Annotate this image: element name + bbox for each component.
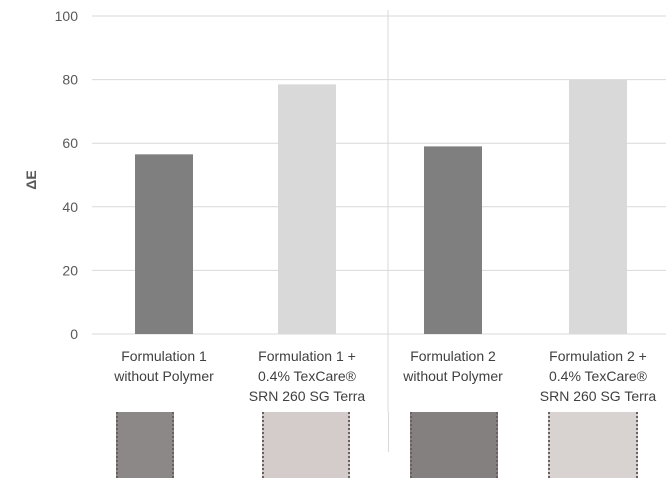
group-divider-lower	[388, 412, 389, 452]
bar	[135, 154, 193, 334]
y-tick-label: 100	[55, 8, 79, 24]
fabric-swatch	[410, 412, 498, 478]
category-label: Formulation 1 without Polymer	[113, 348, 214, 384]
category-label: Formulation 2 without Polymer	[402, 348, 503, 384]
y-tick-label: 40	[62, 199, 78, 215]
category-label: Formulation 1 +0.4% TexCare® SRN 260 SG T…	[249, 348, 366, 404]
fabric-swatch	[116, 412, 174, 478]
y-axis-label: ΔE	[23, 170, 39, 189]
y-axis-ticks: 0 20 40 60 80 100	[55, 8, 79, 342]
y-tick-label: 60	[62, 135, 78, 151]
fabric-swatch	[262, 412, 350, 478]
category-labels: Formulation 1 without Polymer Formulation …	[113, 348, 656, 404]
bars	[135, 79, 627, 335]
fabric-swatch	[548, 412, 638, 478]
y-tick-label: 20	[62, 262, 78, 278]
bar	[278, 84, 336, 335]
category-label: Formulation 2 +0.4% TexCare® SRN 260 SG T…	[540, 348, 657, 404]
bar	[424, 146, 482, 334]
y-tick-label: 0	[70, 326, 78, 342]
bar	[569, 79, 627, 334]
y-tick-label: 80	[62, 72, 78, 88]
delta-e-bar-chart: 0 20 40 60 80 100 ΔE Formulation 1 without Pol…	[23, 8, 666, 412]
